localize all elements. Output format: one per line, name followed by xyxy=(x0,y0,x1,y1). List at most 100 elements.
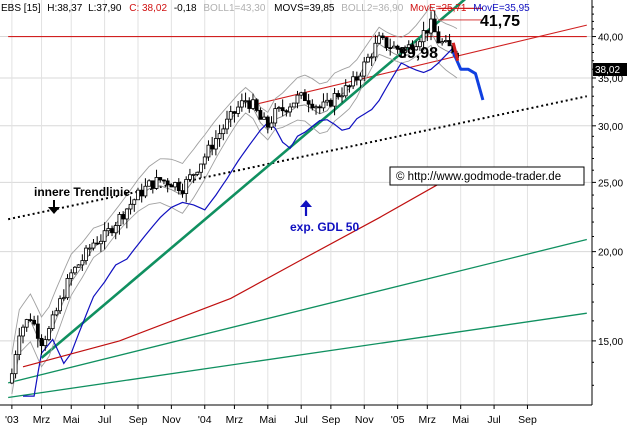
candle-body xyxy=(139,189,144,197)
grid xyxy=(0,0,592,405)
candle xyxy=(102,222,107,250)
candle xyxy=(388,38,393,56)
candle-body xyxy=(369,56,374,59)
candle xyxy=(28,313,33,322)
candle-body xyxy=(102,230,107,242)
forecast-path xyxy=(451,51,485,101)
candle xyxy=(21,324,25,344)
candle-body xyxy=(440,41,445,44)
candle xyxy=(221,124,226,141)
candle xyxy=(91,239,96,251)
x-tick-label: Sep xyxy=(129,414,148,426)
candle xyxy=(384,37,389,51)
candle xyxy=(80,254,85,271)
candle xyxy=(392,41,396,49)
candle-body xyxy=(284,110,289,113)
candle-body xyxy=(269,122,274,128)
candle xyxy=(158,176,163,183)
candle xyxy=(273,103,278,127)
candle xyxy=(421,21,426,50)
header-close: C: 38,02 xyxy=(129,3,167,14)
candle-body xyxy=(232,111,237,114)
candle-body xyxy=(239,100,244,108)
candle xyxy=(184,176,189,203)
candle-body xyxy=(32,319,37,325)
candle-body xyxy=(432,18,437,33)
header-change: -0,18 xyxy=(174,3,197,14)
x-tick-label: Sep xyxy=(518,414,537,426)
candle-body xyxy=(158,177,163,181)
candle-body xyxy=(414,46,419,51)
candle xyxy=(328,98,333,108)
candle-body xyxy=(162,179,166,182)
x-tick-label: Nov xyxy=(355,414,374,426)
candle-body xyxy=(24,319,29,328)
candle-body xyxy=(254,99,259,111)
candle-body xyxy=(73,266,77,274)
candle xyxy=(280,99,285,117)
candle xyxy=(17,327,22,361)
candle-body xyxy=(95,242,100,245)
chart-header: EBS [15] H:38,37 L:37,90 C: 38,02 -0,18 … xyxy=(1,3,530,14)
candle xyxy=(47,325,51,342)
trendline-green xyxy=(8,238,587,384)
ema-label: exp. GDL 50 xyxy=(290,220,359,234)
candle xyxy=(321,93,326,112)
candle-body xyxy=(295,94,300,104)
candle-body xyxy=(195,171,200,175)
candle xyxy=(143,178,148,199)
candle-body xyxy=(262,116,267,120)
candle-body xyxy=(180,190,185,194)
candle xyxy=(288,103,292,117)
candle xyxy=(188,168,192,182)
candle xyxy=(414,40,419,51)
candle-body xyxy=(13,354,18,375)
x-tick-label: Jul xyxy=(294,414,307,426)
x-tick-label: '03 xyxy=(5,414,19,426)
candle-body xyxy=(362,61,367,77)
recent-drop-mark xyxy=(451,42,460,62)
candle-body xyxy=(84,247,88,261)
candle-body xyxy=(347,85,352,88)
candle-body xyxy=(351,76,356,87)
candle xyxy=(236,101,241,118)
candle xyxy=(232,110,237,123)
candle xyxy=(369,53,374,66)
candle xyxy=(35,315,40,348)
candle-body xyxy=(91,242,96,249)
candle-body xyxy=(395,45,400,50)
inner-trendline xyxy=(7,95,588,221)
moving-averages xyxy=(22,46,458,397)
y-axis-ticks: 40,00 35,00 30,00 25,00 20,00 15,00 xyxy=(592,6,623,386)
candle xyxy=(373,34,378,62)
candle xyxy=(243,92,248,108)
candle-body xyxy=(221,128,226,135)
candle xyxy=(136,187,140,201)
candle-body xyxy=(58,298,62,312)
y-tick-label: 25,00 xyxy=(598,178,623,189)
candle xyxy=(61,289,66,301)
header-high: H:38,37 xyxy=(47,3,82,14)
candle xyxy=(306,93,311,113)
peak-high-label: 41,75 xyxy=(480,13,520,30)
candle-body xyxy=(110,228,114,234)
x-tick-label: Mrz xyxy=(33,414,51,426)
candle xyxy=(162,179,166,185)
candle-body xyxy=(358,75,363,81)
candle xyxy=(258,107,263,120)
candle xyxy=(277,105,281,112)
candle xyxy=(403,45,407,58)
candle-body xyxy=(9,373,14,384)
candle-body xyxy=(354,76,359,81)
candle xyxy=(314,104,318,115)
candle-body xyxy=(343,85,348,97)
candle xyxy=(447,33,452,47)
candle xyxy=(43,335,48,351)
candle xyxy=(87,244,92,257)
candle xyxy=(262,112,267,120)
candle-body xyxy=(154,177,159,189)
candle xyxy=(317,104,322,114)
y-tick-label: 30,00 xyxy=(598,122,623,133)
candle-body xyxy=(314,106,318,109)
candle-body xyxy=(28,319,33,321)
